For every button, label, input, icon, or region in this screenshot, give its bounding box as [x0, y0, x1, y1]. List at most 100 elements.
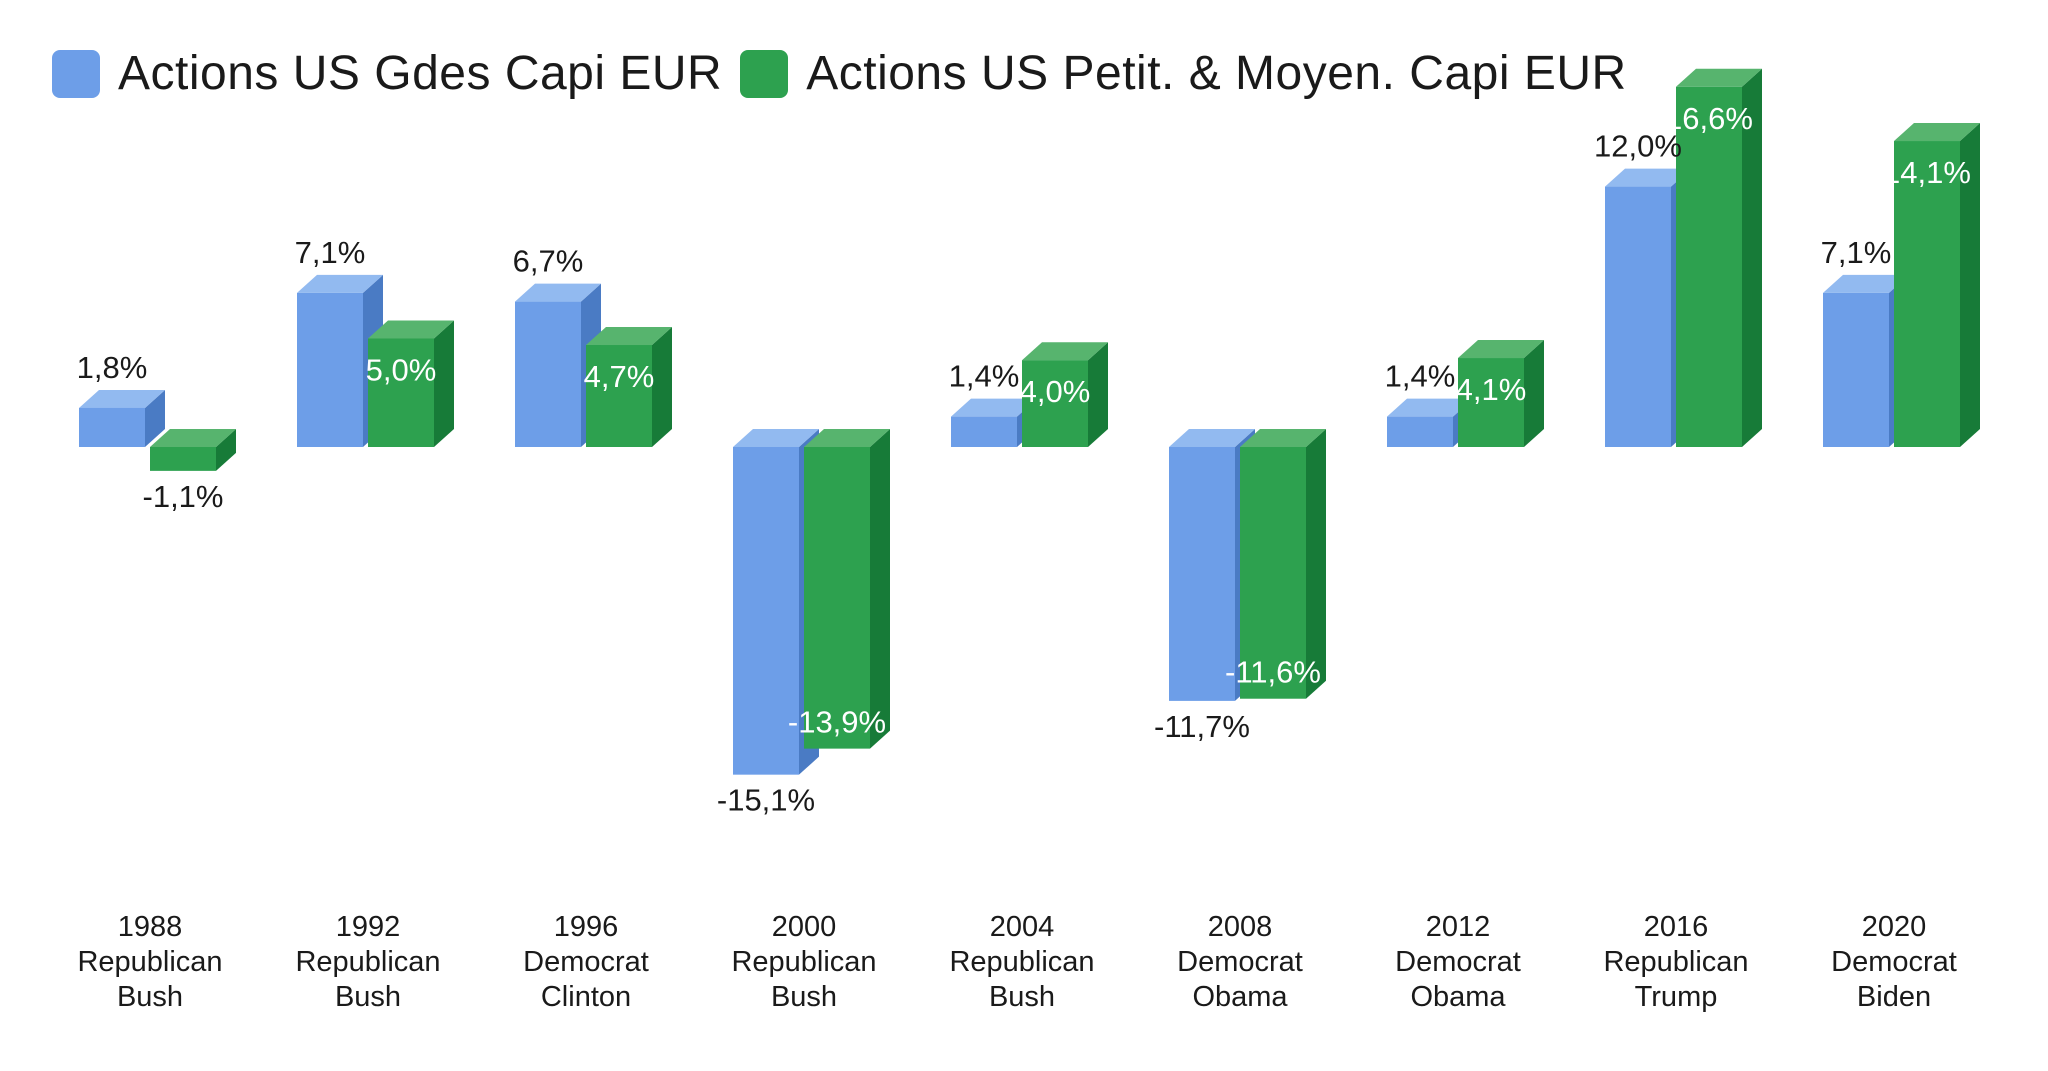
bar-green-1992-top-face: [368, 320, 454, 339]
axis-label-1996-line3: Clinton: [541, 981, 631, 1013]
value-label-green-2016: 16,6%: [1665, 101, 1753, 136]
bar-blue-2008-top-face: [1169, 429, 1255, 447]
axis-label-2012-line1: 2012: [1426, 911, 1491, 943]
axis-label-2020-line1: 2020: [1862, 911, 1927, 943]
bar-green-2004-side-face: [1088, 342, 1108, 447]
value-label-blue-1992: 7,1%: [295, 235, 366, 270]
axis-label-1996-line1: 1996: [554, 911, 619, 943]
value-label-green-2008: -11,6%: [1225, 655, 1321, 690]
bar-green-1996-front-face: [586, 345, 652, 447]
legend: Actions US Gdes Capi EUR Actions US Peti…: [52, 46, 1627, 101]
bar-green-2020-front-face: [1894, 141, 1960, 447]
value-label-blue-2016: 12,0%: [1594, 129, 1682, 164]
bar-green-2000-front-face: [804, 447, 870, 749]
bar-blue-2008-front-face: [1169, 447, 1235, 701]
axis-label-2004-line1: 2004: [990, 911, 1055, 943]
legend-label-large-cap: Actions US Gdes Capi EUR: [118, 47, 723, 100]
bar-green-1996-side-face: [652, 327, 672, 447]
value-label-green-1992: 5,0%: [366, 353, 437, 388]
bar-green-2012-front-face: [1458, 358, 1524, 447]
bar-blue-1988-side-face: [145, 389, 165, 447]
axis-label-1988-line2: Republican: [77, 946, 222, 978]
bar-blue-1992-front-face: [297, 292, 363, 447]
bar-green-2012-top-face: [1458, 340, 1544, 359]
axis-label-1992-line2: Republican: [295, 946, 440, 978]
bar-green-1988-front-face: [150, 447, 216, 471]
axis-label-2020-line3: Biden: [1857, 981, 1931, 1013]
value-label-green-2012: 4,1%: [1456, 372, 1527, 407]
bar-green-2008-front-face: [1240, 447, 1306, 699]
bar-blue-1988-top-face: [79, 389, 165, 408]
bar-blue-2012-front-face: [1387, 416, 1453, 447]
axis-label-2016-line2: Republican: [1603, 946, 1748, 978]
value-label-green-1996: 4,7%: [584, 359, 655, 394]
bar-blue-2016-front-face: [1605, 186, 1671, 447]
bar-blue-2016-top-face: [1605, 168, 1691, 187]
bar-green-1996-top-face: [586, 327, 672, 346]
bar-blue-1996-top-face: [515, 283, 601, 302]
bar-green-2016-front-face: [1676, 86, 1742, 447]
axis-label-2000-line1: 2000: [772, 911, 837, 943]
value-label-blue-2008: -11,7%: [1154, 709, 1250, 744]
axis-label-2004-line3: Bush: [989, 981, 1055, 1013]
bar-green-2016-side-face: [1742, 68, 1762, 447]
bar-blue-2020-front-face: [1823, 292, 1889, 447]
axis-label-2008-line3: Obama: [1192, 981, 1288, 1013]
bar-green-1992-front-face: [368, 338, 434, 447]
value-label-blue-1988: 1,8%: [77, 350, 148, 385]
axis-label-1996-line2: Democrat: [523, 946, 649, 978]
bar-blue-2012-top-face: [1387, 398, 1473, 417]
axis-label-1988-line3: Bush: [117, 981, 183, 1013]
value-label-green-1988: -1,1%: [143, 479, 224, 514]
bar-blue-1992-top-face: [297, 274, 383, 293]
bar-green-2020-side-face: [1960, 123, 1980, 447]
axis-label-2000-line2: Republican: [731, 946, 876, 978]
value-label-blue-2020: 7,1%: [1821, 235, 1892, 270]
axis-label-1992-line3: Bush: [335, 981, 401, 1013]
bar-blue-2000-front-face: [733, 447, 799, 775]
legend-swatch-blue-icon: [52, 49, 100, 98]
value-label-green-2000: -13,9%: [788, 705, 886, 740]
value-label-green-2004: 4,0%: [1020, 374, 1091, 409]
bar-green-1992-side-face: [434, 320, 454, 447]
bar-blue-2004-front-face: [951, 416, 1017, 447]
bar-green-2004-front-face: [1022, 360, 1088, 447]
value-label-green-2020: 14,1%: [1883, 155, 1971, 190]
bar-blue-2004-top-face: [951, 398, 1037, 417]
value-label-blue-2000: -15,1%: [717, 783, 815, 818]
bar-green-2008-top-face: [1240, 429, 1326, 447]
legend-item-large-cap: Actions US Gdes Capi EUR: [52, 46, 722, 101]
axis-label-2020-line2: Democrat: [1831, 946, 1957, 978]
axis-label-2008-line1: 2008: [1208, 911, 1273, 943]
legend-label-small-mid-cap: Actions US Petit. & Moyen. Capi EUR: [806, 47, 1627, 100]
bar-green-1988-side-face: [216, 429, 236, 471]
axis-label-2004-line2: Republican: [949, 946, 1094, 978]
value-label-blue-2004: 1,4%: [949, 359, 1020, 394]
bar-green-1988-top-face: [150, 429, 236, 447]
axis-label-1988-line1: 1988: [118, 911, 183, 943]
bar-green-2008-side-face: [1306, 429, 1326, 699]
bar-blue-1996-front-face: [515, 301, 581, 447]
value-label-blue-1996: 6,7%: [513, 244, 584, 279]
legend-swatch-green-icon: [740, 49, 789, 98]
axis-label-2008-line2: Democrat: [1177, 946, 1303, 978]
bar-green-2020-top-face: [1894, 123, 1980, 142]
bar-green-2016-top-face: [1676, 68, 1762, 87]
bar-blue-1988-front-face: [79, 407, 145, 447]
axis-label-1992-line1: 1992: [336, 911, 401, 943]
bar-blue-2000-top-face: [733, 429, 819, 447]
legend-item-small-mid-cap: Actions US Petit. & Moyen. Capi EUR: [740, 46, 1626, 101]
axis-label-2012-line3: Obama: [1410, 981, 1506, 1013]
axis-label-2016-line1: 2016: [1644, 911, 1709, 943]
axis-label-2012-line2: Democrat: [1395, 946, 1521, 978]
axis-label-2000-line3: Bush: [771, 981, 837, 1013]
value-label-blue-2012: 1,4%: [1385, 359, 1456, 394]
bar-blue-2020-top-face: [1823, 274, 1909, 293]
bar-green-2000-top-face: [804, 429, 890, 447]
axis-label-2016-line3: Trump: [1635, 981, 1718, 1013]
bar-green-2012-side-face: [1524, 340, 1544, 447]
bar-green-2004-top-face: [1022, 342, 1108, 361]
bar-green-2000-side-face: [870, 429, 890, 749]
